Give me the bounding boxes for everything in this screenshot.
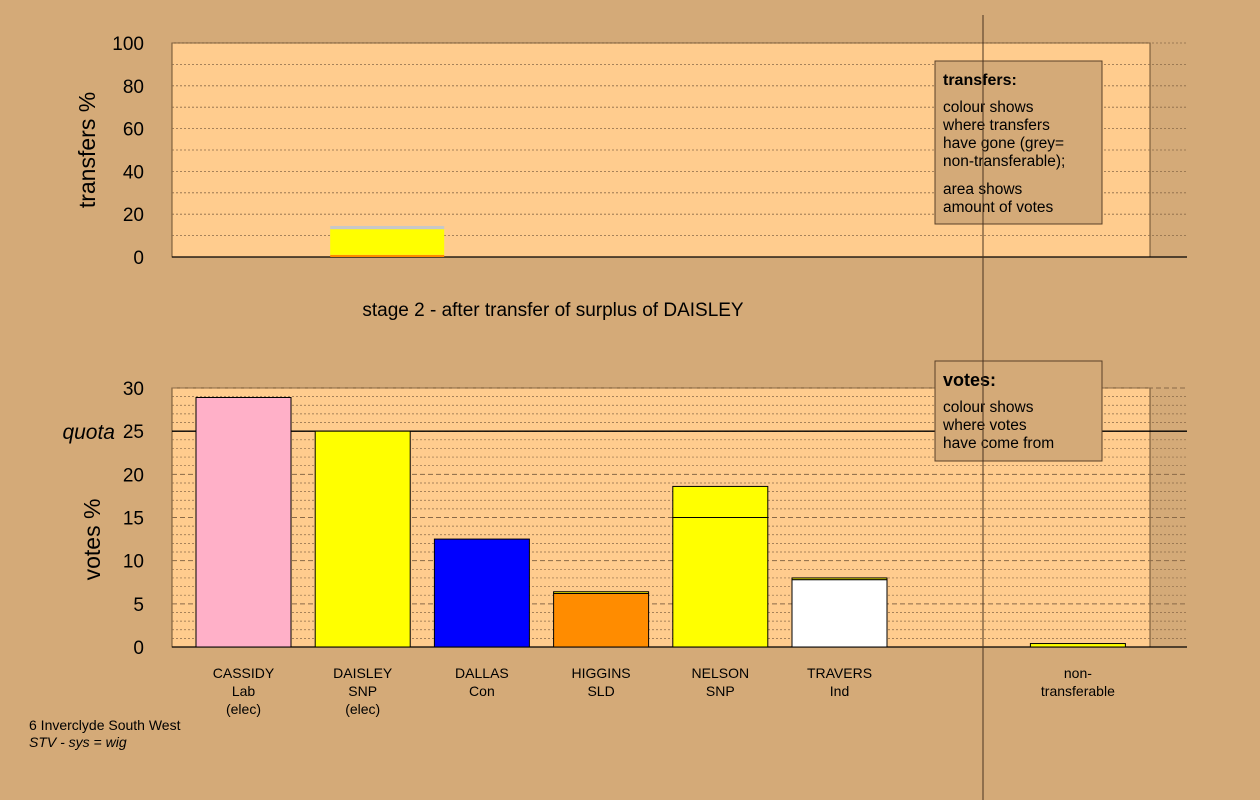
category-label: (elec) <box>345 701 380 717</box>
system-label: STV - sys = wig <box>29 734 127 750</box>
transfers-legend-line: where transfers <box>942 117 1050 134</box>
vote-bar-segment <box>553 591 650 594</box>
transfers-legend-line: colour shows <box>943 99 1034 116</box>
stage-title: stage 2 - after transfer of surplus of D… <box>362 300 744 321</box>
votes-tick-label: 5 <box>133 595 144 616</box>
category-label: Ind <box>830 683 849 699</box>
category-label: CASSIDY <box>213 665 275 681</box>
votes-legend-line: have come from <box>943 435 1054 452</box>
vote-bar-segment <box>1029 643 1126 648</box>
votes-tick-label: 15 <box>123 509 144 530</box>
transfers-tick-label: 40 <box>123 162 144 183</box>
transfers-y-axis-label: transfers % <box>74 92 100 208</box>
transfers-tick-label: 80 <box>123 77 144 98</box>
vote-bar-segment <box>195 396 292 648</box>
vote-bar-segment <box>314 430 411 648</box>
votes-tick-label: 25 <box>123 422 144 443</box>
votes-legend-title: votes: <box>943 370 996 390</box>
transfer-bar-segment <box>330 254 445 257</box>
transfer-bar-segment <box>330 229 445 255</box>
category-label: transferable <box>1041 683 1115 699</box>
votes-legend-line: colour shows <box>943 399 1034 416</box>
quota-label: quota <box>62 421 115 444</box>
transfers-tick-label: 100 <box>112 34 144 55</box>
category-label: TRAVERS <box>807 665 872 681</box>
category-label: SNP <box>706 683 735 699</box>
votes-y-axis-label: votes % <box>79 499 105 581</box>
vote-bar-segment <box>553 592 650 648</box>
category-label: HIGGINS <box>572 665 631 681</box>
category-label: Lab <box>232 683 256 699</box>
category-label: SNP <box>348 683 377 699</box>
ward-label: 6 Inverclyde South West <box>29 717 181 733</box>
transfer-bar-segment <box>330 225 445 230</box>
votes-tick-label: 10 <box>123 552 144 573</box>
votes-legend-line: where votes <box>942 417 1027 434</box>
transfers-tick-label: 60 <box>123 120 144 141</box>
transfers-legend-title: transfers: <box>943 72 1017 89</box>
transfers-legend-box <box>934 60 1103 225</box>
votes-tick-label: 30 <box>123 379 144 400</box>
transfers-legend-line: amount of votes <box>943 199 1054 216</box>
category-label: NELSON <box>692 665 750 681</box>
footer: 6 Inverclyde South West STV - sys = wig <box>29 717 180 751</box>
transfers-legend-line: non-transferable); <box>943 153 1065 170</box>
vote-bar-segment <box>672 517 769 648</box>
vote-bar-segment <box>791 577 888 581</box>
category-label: DAISLEY <box>333 665 393 681</box>
vote-bar-segment <box>672 485 769 519</box>
category-label: Con <box>469 683 495 699</box>
vote-bar-segment <box>791 579 888 648</box>
category-label: non- <box>1064 665 1092 681</box>
transfers-tick-label: 20 <box>123 205 144 226</box>
votes-tick-label: 0 <box>133 638 144 659</box>
vote-bar-segment <box>433 538 530 648</box>
votes-legend-box <box>934 360 1103 462</box>
category-label: (elec) <box>226 701 261 717</box>
transfers-tick-label: 0 <box>133 248 144 269</box>
votes-tick-label: 20 <box>123 465 144 486</box>
category-label: DALLAS <box>455 665 509 681</box>
transfers-legend-line: have gone (grey= <box>943 135 1064 152</box>
category-label: SLD <box>587 683 614 699</box>
